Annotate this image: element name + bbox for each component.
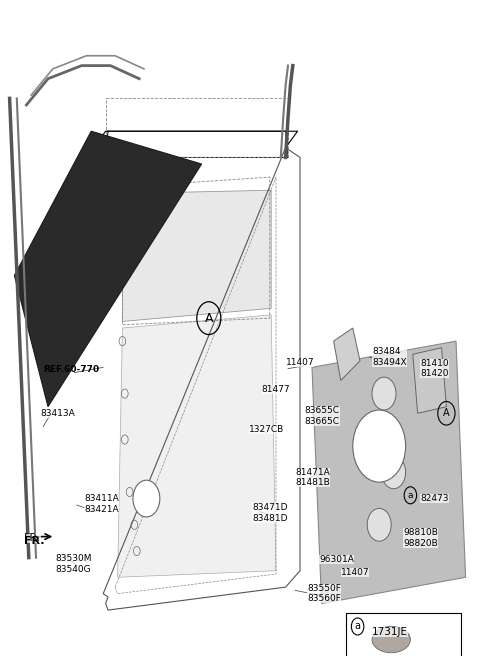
Polygon shape	[413, 348, 446, 413]
Polygon shape	[14, 131, 202, 407]
Text: REF.60-770: REF.60-770	[43, 365, 99, 375]
Text: 82473: 82473	[420, 494, 448, 503]
Text: 83413A: 83413A	[41, 409, 75, 418]
Circle shape	[353, 410, 406, 482]
Text: 81471A
81481B: 81471A 81481B	[295, 468, 330, 487]
Text: FR.: FR.	[24, 535, 45, 546]
Text: 1731JE: 1731JE	[372, 626, 408, 637]
Text: 83550F
83560F: 83550F 83560F	[307, 584, 341, 604]
Text: 96301A: 96301A	[319, 555, 354, 564]
Polygon shape	[122, 190, 271, 321]
Text: A: A	[443, 408, 450, 419]
Text: 81410
81420: 81410 81420	[420, 359, 449, 379]
Text: 1327CB: 1327CB	[249, 424, 284, 434]
Polygon shape	[118, 315, 276, 577]
Text: A: A	[204, 312, 213, 325]
Text: 83411A
83421A: 83411A 83421A	[84, 494, 119, 514]
Circle shape	[372, 377, 396, 410]
Text: 11407: 11407	[341, 568, 370, 577]
Circle shape	[382, 456, 406, 489]
Text: a: a	[355, 621, 360, 632]
Text: 98810B
98820B: 98810B 98820B	[403, 528, 438, 548]
Polygon shape	[334, 328, 360, 380]
Text: 83530M
83540G: 83530M 83540G	[55, 554, 92, 574]
Text: FR.: FR.	[24, 533, 41, 543]
Text: 81477: 81477	[262, 384, 290, 394]
Text: a: a	[408, 491, 413, 500]
Ellipse shape	[372, 626, 410, 653]
Text: 11407: 11407	[286, 358, 314, 367]
Text: 83471D
83481D: 83471D 83481D	[252, 503, 288, 523]
Bar	[346, 613, 461, 656]
Text: 83484
83494X: 83484 83494X	[372, 347, 407, 367]
Text: 83655C
83665C: 83655C 83665C	[305, 406, 340, 426]
Polygon shape	[312, 341, 466, 604]
Circle shape	[367, 508, 391, 541]
Circle shape	[133, 480, 160, 517]
